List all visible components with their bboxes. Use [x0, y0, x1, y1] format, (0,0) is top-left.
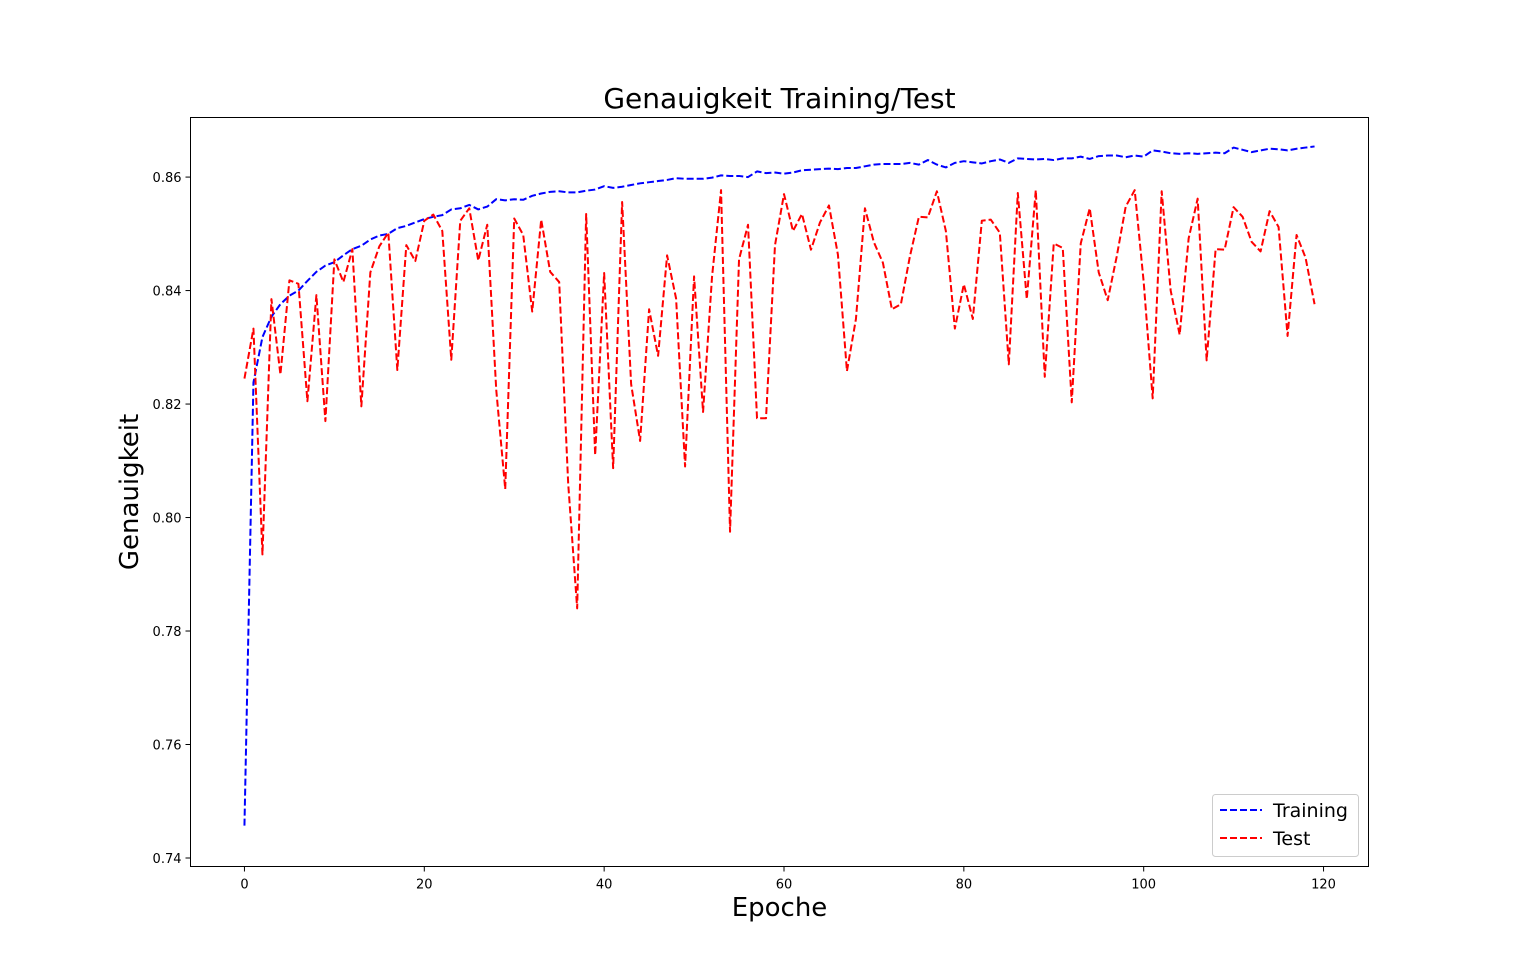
- x-tick-label: 80: [956, 878, 973, 893]
- x-tick-label: 20: [416, 878, 433, 893]
- x-tick-label: 0: [240, 878, 248, 893]
- legend-label-test: Test: [1272, 828, 1310, 850]
- plot-area: [243, 145, 1316, 826]
- legend-label-training: Training: [1272, 800, 1348, 822]
- y-tick-label: 0.78: [153, 625, 182, 640]
- legend-box: [1212, 794, 1359, 857]
- x-axis-ticks: 0 20 40 60 80 100 120: [240, 866, 1336, 893]
- series-line-test: [243, 189, 1316, 610]
- chart-title: Genauigkeit Training/Test: [603, 82, 955, 115]
- y-tick-label: 0.74: [153, 852, 182, 867]
- y-tick-label: 0.76: [153, 739, 182, 754]
- y-axis-ticks: 0.74 0.76 0.78 0.80 0.82 0.84 0.86: [153, 171, 191, 867]
- y-tick-label: 0.80: [153, 512, 182, 527]
- y-tick-label: 0.84: [153, 285, 182, 300]
- x-tick-label: 120: [1311, 878, 1336, 893]
- x-axis-label: Epoche: [732, 893, 828, 923]
- y-axis-label: Genauigkeit: [115, 414, 145, 570]
- x-tick-label: 40: [596, 878, 613, 893]
- legend: Training Test: [1212, 794, 1359, 857]
- x-tick-label: 60: [776, 878, 793, 893]
- y-tick-label: 0.82: [153, 398, 182, 413]
- series-line-training: [243, 145, 1315, 826]
- x-tick-label: 100: [1131, 878, 1156, 893]
- y-tick-label: 0.86: [153, 171, 182, 186]
- axes-frame: [190, 117, 1369, 867]
